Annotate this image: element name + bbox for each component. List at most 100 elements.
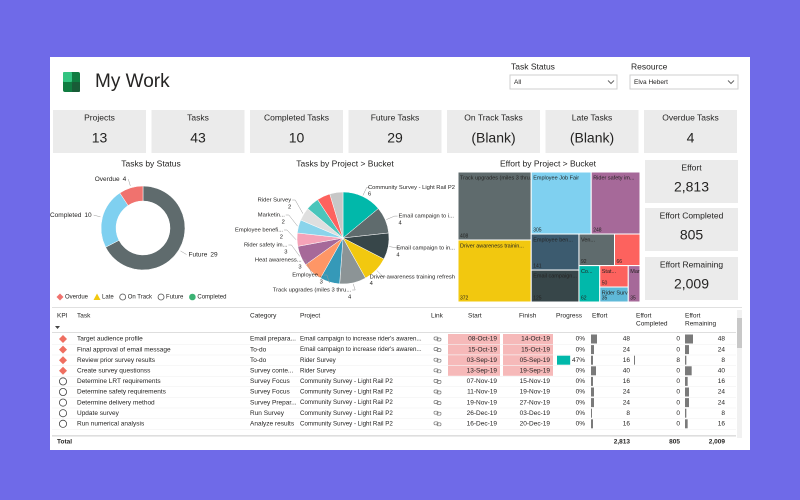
link-icon[interactable]: [433, 400, 442, 405]
link-icon[interactable]: [433, 347, 442, 352]
leader-line: [302, 259, 312, 274]
data-label-name: Employee benefi...: [235, 228, 283, 234]
kpi-card: [545, 110, 639, 153]
effort-bar: [685, 334, 693, 344]
cell-effort: 40: [623, 368, 631, 375]
data-label: 10: [84, 212, 92, 219]
effort-bar: [685, 398, 689, 408]
leader-line: [323, 274, 330, 284]
cell-start: 19-Nov-19: [467, 399, 498, 406]
data-label: 4: [348, 294, 352, 300]
total-effort-completed: 805: [669, 439, 680, 446]
sort-indicator: [55, 326, 60, 329]
cell-finish: 20-Dec-19: [520, 421, 551, 428]
filter-label: Resource: [631, 61, 668, 71]
link-icon[interactable]: [433, 379, 442, 384]
card-label: Tasks: [187, 112, 209, 122]
leader-line: [362, 187, 370, 196]
link-icon[interactable]: [433, 357, 442, 363]
effort-bar: [591, 345, 594, 355]
card-value: (Blank): [570, 130, 614, 146]
cell-task: Create survey questionss: [77, 368, 151, 375]
column-header: Finish: [519, 313, 537, 320]
table-top-border: [52, 307, 742, 308]
filter-dropdown[interactable]: Elva Hebert: [629, 74, 739, 90]
data-label-name: Email campaign to i...: [399, 214, 455, 220]
cell-category: Survey Focus: [250, 378, 290, 385]
dropdown-chevron[interactable]: [607, 80, 615, 85]
data-label-name: Marketin...: [258, 213, 285, 219]
dropdown-value[interactable]: All: [514, 79, 522, 86]
planner-logo: [63, 72, 80, 92]
cell-label: Stat...: [602, 269, 617, 275]
column-header: Category: [250, 313, 277, 320]
link-part: [433, 421, 439, 426]
cell-start: 11-Nov-19: [467, 389, 497, 396]
card-label: Overdue Tasks: [662, 112, 719, 122]
cell-label: Employee ben...: [533, 237, 573, 243]
link-part: [433, 336, 439, 341]
cell-effort-completed: 0: [676, 389, 680, 396]
scrollbar-track[interactable]: [737, 310, 742, 438]
cell-category: To-do: [250, 346, 267, 353]
effort-bar: [591, 334, 597, 344]
effort-bar: [591, 355, 593, 365]
data-label-name: Track upgrades (miles 3 thru...: [273, 288, 352, 294]
legend-icon: [119, 293, 127, 301]
leader-line: [389, 246, 402, 249]
link-icon[interactable]: [433, 368, 442, 374]
cell-task: Determine safety requirements: [77, 389, 167, 396]
cell-effort-completed: 0: [676, 368, 680, 375]
link-part: [436, 401, 442, 405]
cell-effort-remaining: 16: [718, 421, 726, 428]
link-part: [436, 380, 442, 384]
kpi-card: [151, 110, 245, 153]
treemap-cell: [530, 171, 592, 235]
effort-bar: [591, 366, 596, 376]
cell-effort: 24: [623, 346, 631, 353]
dropdown-box[interactable]: [629, 74, 739, 90]
leader-line: [292, 199, 304, 214]
cell-effort-remaining: 8: [721, 357, 725, 364]
card-label: Effort Remaining: [660, 259, 723, 269]
cell-value: 92: [581, 259, 587, 265]
leader-line: [376, 270, 387, 278]
cell-effort-remaining: 48: [718, 336, 726, 343]
cell-label: Rider Survey: [602, 290, 634, 296]
scrollbar-thumb[interactable]: [737, 318, 742, 348]
data-label: 2: [280, 234, 283, 240]
link-icon[interactable]: [433, 336, 442, 342]
kpi-icon: [59, 335, 67, 343]
legend-icon: [93, 293, 101, 300]
card-label: Late Tasks: [572, 112, 612, 122]
cell-effort: 8: [626, 410, 630, 417]
card-value: 4: [687, 130, 695, 146]
dropdown-box[interactable]: [509, 74, 618, 90]
filter-dropdown[interactable]: All: [509, 74, 618, 90]
dropdown-value[interactable]: Elva Hebert: [634, 79, 668, 86]
leader-line: [285, 214, 298, 227]
cell-project: Rider Survey: [300, 367, 337, 374]
cell-task: Final approval of email message: [77, 346, 171, 353]
card-label: Projects: [84, 112, 115, 122]
cell-value: 408: [460, 233, 469, 239]
treemap-cell: [457, 239, 532, 303]
chart-title: Tasks by Project > Bucket: [296, 158, 394, 168]
data-label-name: Community Survey - Light Rail P2: [368, 185, 455, 191]
cell-label: Rider safety im...: [593, 175, 635, 181]
cell-effort-completed: 0: [676, 378, 680, 385]
data-label-name: Overdue: [95, 176, 120, 183]
data-label: 6: [368, 192, 371, 198]
cell-task: Determine LRT requirements: [77, 378, 161, 385]
cell-effort: 16: [623, 378, 631, 385]
dropdown-chevron[interactable]: [727, 80, 735, 85]
link-icon[interactable]: [433, 421, 442, 427]
cell-category: Survey Focus: [250, 389, 290, 396]
cell-start: 16-Dec-19: [467, 421, 498, 428]
link-icon[interactable]: [433, 410, 442, 416]
cell-value: 66: [617, 259, 623, 265]
cell-progress: 0%: [576, 368, 586, 375]
kpi-card: [447, 110, 540, 153]
cell-project: Community Survey - Light Rail P2: [300, 378, 393, 385]
link-icon[interactable]: [433, 389, 442, 395]
